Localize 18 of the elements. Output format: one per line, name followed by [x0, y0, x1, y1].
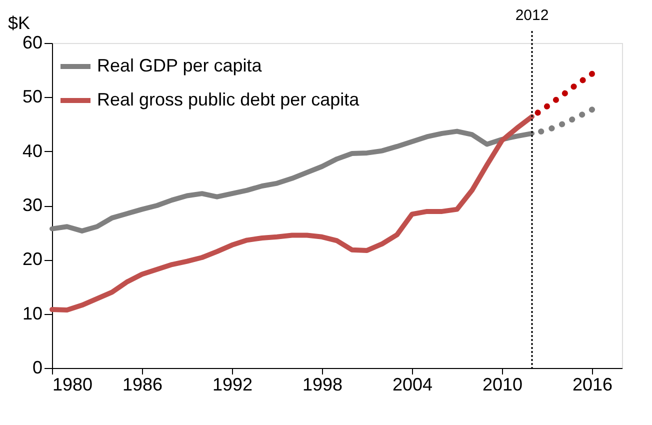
x-tick-label: 1998 [302, 374, 343, 394]
y-axis-title: $K [8, 13, 30, 33]
y-tick-label: 20 [22, 249, 42, 270]
y-tick-label: 30 [22, 195, 42, 215]
y-tick-label: 10 [22, 303, 42, 324]
x-tick-label: 2004 [392, 374, 433, 394]
x-tick-label: 1980 [52, 374, 93, 394]
ref-line-label: 2012 [515, 7, 549, 24]
x-tick-label: 2016 [572, 374, 613, 394]
legend-label: Real gross public debt per capita [97, 90, 360, 110]
x-tick-label: 1986 [122, 374, 163, 394]
x-tick-label: 2010 [482, 374, 523, 394]
x-tick-label: 1992 [212, 374, 253, 394]
y-tick-label: 60 [22, 32, 42, 52]
legend-label: Real GDP per capita [97, 56, 263, 76]
y-tick-label: 40 [22, 140, 42, 161]
y-tick-label: 0 [32, 358, 42, 378]
y-tick-label: 50 [22, 86, 42, 107]
